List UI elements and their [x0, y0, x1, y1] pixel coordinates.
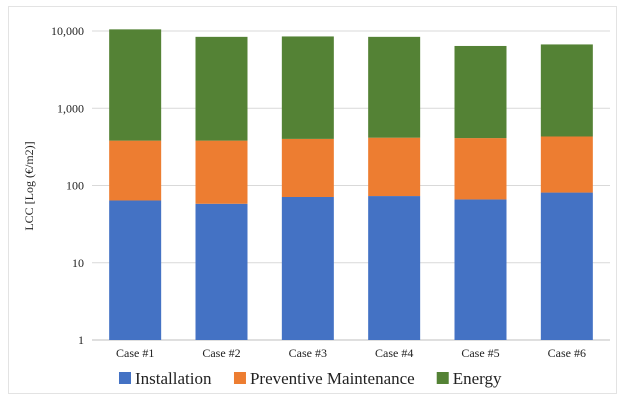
- legend-item-energy: Energy: [436, 369, 502, 388]
- x-tick-label: Case #2: [202, 346, 240, 360]
- legend-item-installation: Installation: [118, 369, 212, 388]
- legend-swatch: [233, 372, 246, 384]
- bar-energy-case-2: [195, 36, 248, 141]
- y-axis-title: LCC [Log (€/m2)]: [22, 141, 36, 230]
- bar-preventive-maintenance-case-1: [109, 140, 162, 201]
- y-axis-ticks: 1 10 100 1,000 10,000: [51, 24, 84, 347]
- bar-installation-case-6: [540, 192, 593, 340]
- bar-installation-case-2: [195, 203, 248, 340]
- bar-energy-case-6: [540, 44, 593, 137]
- legend: Installation Preventive Maintenance Energy: [118, 369, 502, 388]
- x-tick-label: Case #4: [375, 346, 413, 360]
- y-tick-label: 10,000: [51, 24, 84, 38]
- x-axis-ticks: Case #1 Case #2 Case #3 Case #4 Case #5 Case …: [116, 346, 586, 360]
- bar-preventive-maintenance-case-6: [540, 136, 593, 193]
- bar-preventive-maintenance-case-5: [454, 138, 507, 200]
- x-tick-label: Case #6: [548, 346, 586, 360]
- bar-energy-case-1: [109, 29, 162, 141]
- bar-preventive-maintenance-case-2: [195, 140, 248, 204]
- x-tick-label: Case #3: [289, 346, 327, 360]
- bar-installation-case-3: [281, 196, 334, 340]
- bar-energy-case-4: [368, 36, 421, 138]
- bar-installation-case-5: [454, 199, 507, 340]
- x-tick-label: Case #5: [461, 346, 499, 360]
- y-tick-label: 1,000: [57, 101, 84, 115]
- bar-preventive-maintenance-case-4: [368, 137, 421, 197]
- bar-energy-case-3: [281, 36, 334, 139]
- bar-preventive-maintenance-case-3: [281, 138, 334, 197]
- legend-label: Installation: [135, 369, 212, 388]
- y-tick-label: 100: [66, 179, 84, 193]
- legend-label: Energy: [453, 369, 502, 388]
- gridlines: [92, 30, 610, 341]
- bar-installation-case-4: [368, 196, 421, 340]
- bar-installation-case-1: [109, 200, 162, 340]
- bars: [109, 29, 593, 340]
- y-tick-label: 10: [72, 256, 84, 270]
- x-tick-label: Case #1: [116, 346, 154, 360]
- legend-label: Preventive Maintenance: [250, 369, 415, 388]
- y-tick-label: 1: [78, 333, 84, 347]
- legend-swatch: [118, 372, 131, 384]
- bar-energy-case-5: [454, 45, 507, 139]
- legend-item-preventive-maintenance: Preventive Maintenance: [233, 369, 415, 388]
- legend-swatch: [436, 372, 449, 384]
